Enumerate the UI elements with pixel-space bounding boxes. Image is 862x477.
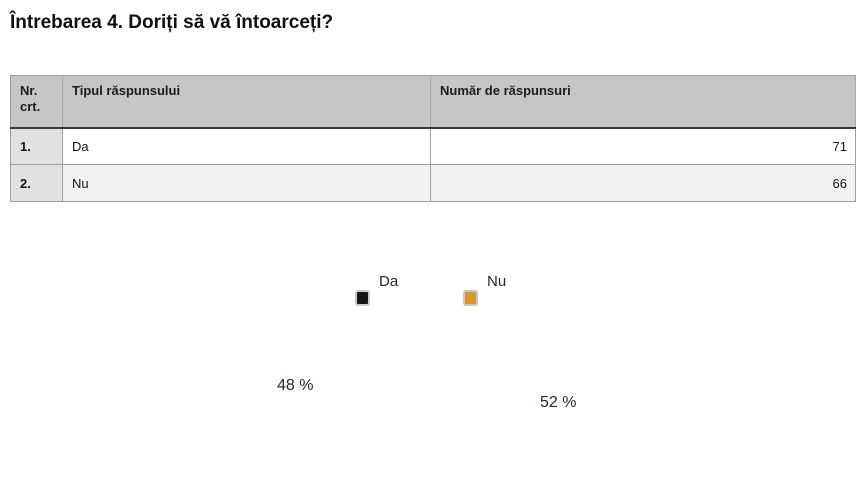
legend-swatch-nu-icon xyxy=(463,290,478,306)
responses-table: Nr. crt. Tipul răspunsului Număr de răsp… xyxy=(10,75,856,202)
table-header-row: Nr. crt. Tipul răspunsului Număr de răsp… xyxy=(10,75,856,129)
legend-item-da: Da xyxy=(355,273,425,321)
cell-answer-type: Nu xyxy=(62,164,431,202)
cell-row-number: 2. xyxy=(10,164,63,202)
cell-row-number: 1. xyxy=(10,127,63,165)
legend-label-da: Da xyxy=(379,273,399,290)
question-title: Întrebarea 4. Doriți să vă întoarceți? xyxy=(10,12,334,33)
cell-answer-count: 71 xyxy=(430,127,856,165)
percent-label-right: 52 % xyxy=(540,394,577,411)
cell-answer-type: Da xyxy=(62,127,431,165)
column-header-nr-crt: Nr. crt. xyxy=(10,75,63,129)
column-header-tipul-raspunsului: Tipul răspunsului xyxy=(62,75,431,129)
column-header-numar-de-raspunsuri: Număr de răspunsuri xyxy=(430,75,856,129)
cell-answer-count: 66 xyxy=(430,164,856,202)
table-row: 2. Nu 66 xyxy=(10,164,856,202)
table-row: 1. Da 71 xyxy=(10,127,856,165)
legend-item-nu: Nu xyxy=(463,273,533,321)
percent-label-left: 48 % xyxy=(277,377,314,394)
legend-label-nu: Nu xyxy=(487,273,507,290)
legend-swatch-da-icon xyxy=(355,290,370,306)
